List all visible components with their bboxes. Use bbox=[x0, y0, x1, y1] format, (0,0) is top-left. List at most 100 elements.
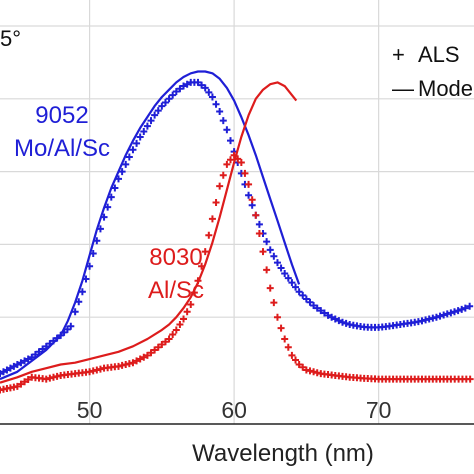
data-point bbox=[436, 312, 444, 320]
series-markers-0 bbox=[0, 78, 474, 378]
data-point bbox=[226, 137, 234, 145]
data-point bbox=[111, 184, 119, 192]
data-point bbox=[255, 220, 263, 228]
data-point bbox=[259, 248, 267, 256]
data-point bbox=[133, 139, 141, 147]
annotation-8030: 8030 Al/Sc bbox=[148, 244, 204, 304]
data-point bbox=[205, 88, 213, 96]
data-point bbox=[172, 88, 180, 96]
data-point bbox=[136, 355, 144, 363]
legend-marker-als: + bbox=[392, 42, 405, 67]
data-point bbox=[342, 319, 350, 327]
data-point bbox=[252, 211, 260, 219]
data-point bbox=[194, 78, 202, 86]
data-point bbox=[458, 305, 466, 313]
data-point bbox=[21, 378, 29, 386]
annotation-9052-line2: Mo/Al/Sc bbox=[14, 135, 110, 162]
data-point bbox=[299, 363, 307, 371]
data-point bbox=[122, 160, 130, 168]
data-point bbox=[180, 315, 188, 323]
data-point bbox=[143, 122, 151, 130]
data-point bbox=[295, 288, 303, 296]
data-point bbox=[447, 309, 455, 317]
data-point bbox=[129, 359, 137, 367]
data-point bbox=[466, 302, 474, 310]
data-point bbox=[216, 182, 224, 190]
data-point bbox=[299, 291, 307, 299]
data-point bbox=[17, 359, 25, 367]
data-point bbox=[216, 108, 224, 116]
data-point bbox=[212, 199, 220, 207]
data-point bbox=[198, 81, 206, 89]
data-point bbox=[0, 370, 4, 378]
x-tick-label-70: 70 bbox=[366, 397, 392, 423]
data-point bbox=[237, 159, 245, 166]
data-point bbox=[310, 302, 318, 310]
data-point bbox=[165, 335, 173, 343]
legend-label-model: Mode bbox=[418, 76, 473, 101]
data-point bbox=[292, 356, 300, 364]
data-point bbox=[223, 160, 231, 168]
data-point bbox=[169, 91, 177, 99]
data-point bbox=[24, 355, 32, 363]
data-point bbox=[208, 215, 216, 223]
data-point bbox=[161, 98, 169, 106]
annotation-9052-line1: 9052 bbox=[35, 102, 88, 129]
data-point bbox=[245, 180, 253, 188]
data-point bbox=[187, 300, 195, 308]
series-markers-2 bbox=[0, 151, 474, 394]
data-point bbox=[320, 309, 328, 317]
series-line-3 bbox=[0, 81, 298, 384]
data-point bbox=[13, 361, 21, 369]
annotation-8030-line1: 8030 bbox=[149, 244, 202, 271]
data-point bbox=[277, 264, 285, 272]
data-point bbox=[223, 126, 231, 134]
data-point bbox=[140, 353, 148, 361]
annotation-9052: 9052 Mo/Al/Sc bbox=[14, 102, 110, 162]
data-point bbox=[17, 380, 25, 388]
data-point bbox=[440, 311, 448, 319]
data-point bbox=[219, 117, 227, 125]
data-point bbox=[71, 308, 79, 316]
data-point bbox=[21, 357, 29, 365]
data-point bbox=[172, 326, 180, 334]
data-point bbox=[306, 298, 314, 306]
data-point bbox=[158, 341, 166, 348]
data-point bbox=[443, 310, 451, 318]
data-point bbox=[461, 304, 469, 312]
legend: + ALS — Mode bbox=[392, 42, 473, 101]
data-point bbox=[466, 375, 474, 383]
data-point bbox=[288, 351, 296, 359]
data-point bbox=[338, 318, 346, 326]
data-point bbox=[118, 168, 126, 176]
data-point bbox=[245, 191, 253, 199]
data-point bbox=[263, 238, 271, 246]
data-point bbox=[212, 100, 220, 108]
data-point bbox=[432, 313, 440, 321]
tick-labels: 50 60 70 bbox=[77, 397, 392, 423]
data-point bbox=[147, 117, 155, 125]
data-point bbox=[201, 248, 209, 256]
data-point bbox=[324, 311, 332, 319]
data-point bbox=[284, 274, 292, 282]
data-point bbox=[151, 346, 159, 354]
data-point bbox=[78, 288, 86, 296]
data-point bbox=[154, 107, 162, 115]
data-point bbox=[450, 308, 458, 316]
data-point bbox=[331, 315, 339, 323]
data-point bbox=[273, 259, 281, 267]
legend-label-als: ALS bbox=[418, 42, 460, 67]
data-point bbox=[273, 313, 281, 321]
data-point bbox=[67, 322, 75, 330]
grid-lines bbox=[0, 0, 474, 424]
data-point bbox=[454, 307, 462, 315]
data-point bbox=[208, 93, 216, 101]
data-point bbox=[125, 153, 133, 161]
data-point bbox=[176, 320, 184, 328]
data-point bbox=[328, 313, 336, 321]
data-point bbox=[281, 335, 289, 343]
data-point bbox=[136, 133, 144, 141]
series-layer bbox=[0, 70, 474, 394]
